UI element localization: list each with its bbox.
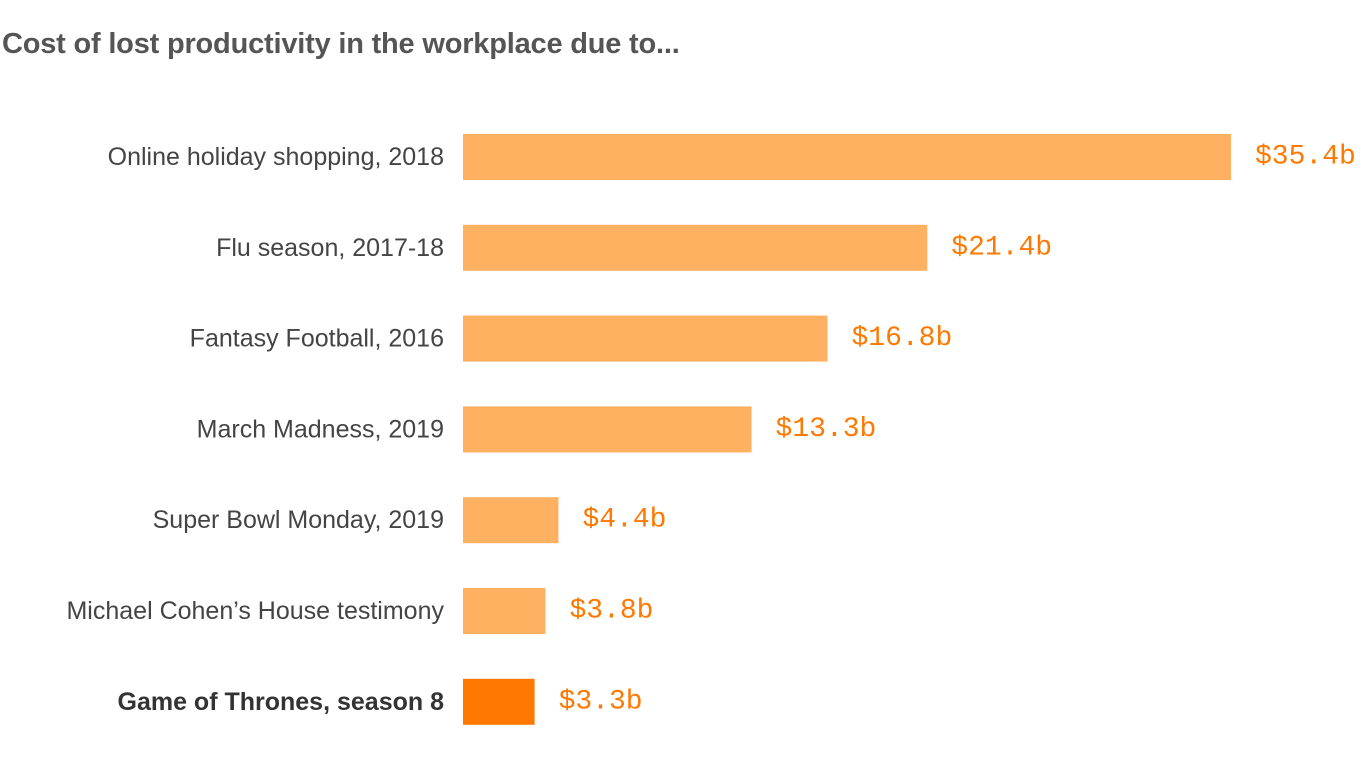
- chart-title: Cost of lost productivity in the workpla…: [2, 28, 680, 60]
- bar-highlight: [463, 678, 535, 725]
- category-label: Game of Thrones, season 8: [118, 688, 445, 716]
- value-label: $35.4b: [1255, 142, 1356, 173]
- bar: [463, 224, 928, 271]
- value-label: $16.8b: [851, 323, 952, 354]
- bar: [463, 134, 1231, 180]
- category-label: Online holiday shopping, 2018: [108, 143, 444, 171]
- category-label: Super Bowl Monday, 2019: [153, 506, 444, 534]
- bar: [463, 497, 559, 544]
- bars-group: Online holiday shopping, 2018 $35.4b Flu s…: [66, 134, 1356, 725]
- value-label: $21.4b: [951, 232, 1052, 263]
- category-label: Flu season, 2017-18: [216, 234, 444, 262]
- bar: [463, 406, 752, 453]
- category-label: Michael Cohen’s House testimony: [66, 597, 444, 625]
- category-label: March Madness, 2019: [197, 415, 444, 443]
- value-label: $3.3b: [559, 686, 643, 717]
- value-label: $3.8b: [569, 596, 653, 627]
- value-label: $13.3b: [776, 414, 877, 445]
- bar: [463, 588, 546, 634]
- bar: [463, 315, 828, 362]
- value-label: $4.4b: [582, 505, 666, 536]
- category-label: Fantasy Football, 2016: [190, 325, 444, 353]
